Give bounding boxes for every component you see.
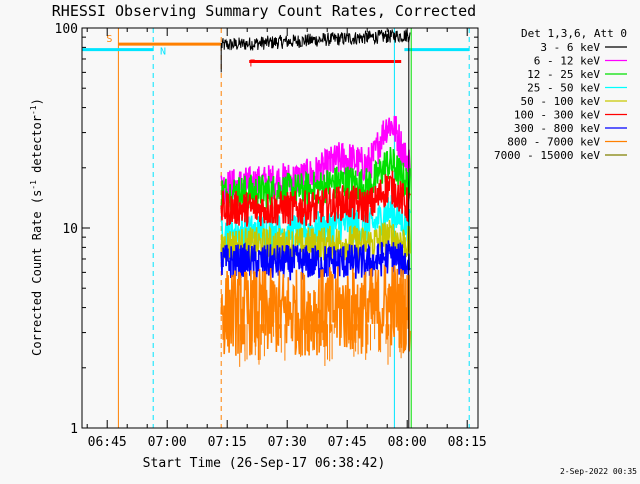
y-tick-label-0: 1 (70, 422, 78, 437)
legend-title: Det 1,3,6, Att 0 (521, 27, 627, 40)
x-tick-label-1: 07:00 (148, 435, 187, 450)
y-axis-label: Corrected Count Rate (s-1 detector-1) (29, 98, 44, 356)
legend-label-1: 6 - 12 keV (534, 55, 601, 68)
x-tick-label-0: 06:45 (88, 435, 127, 450)
marker-label-n: N (160, 47, 166, 58)
y-tick-label-2: 100 (55, 22, 78, 37)
y-axis-label-end: ) (30, 98, 44, 105)
legend-label-5: 100 - 300 keV (514, 109, 600, 122)
legend-label-8: 7000 - 15000 keV (494, 149, 600, 162)
x-tick-label-3: 07:30 (268, 435, 307, 450)
series-5 (220, 170, 411, 227)
marker-label-f: F (249, 58, 255, 69)
series-0 (220, 29, 411, 51)
series-7-dips (239, 324, 402, 367)
x-axis-label: Start Time (26-Sep-17 06:38:42) (143, 456, 386, 471)
y-axis-label-main: Corrected Count Rate (s (30, 190, 44, 356)
series-7 (220, 263, 411, 356)
marker-label-s: S (106, 34, 112, 45)
y-axis-label-sup1: -1 (29, 180, 38, 190)
footer-timestamp: 2-Sep-2022 00:35 (560, 467, 637, 476)
legend-label-4: 50 - 100 keV (521, 95, 601, 108)
y-tick-label-1: 10 (62, 222, 78, 237)
series-2 (220, 146, 411, 211)
x-tick-label-4: 07:45 (328, 435, 367, 450)
y-axis-label-sup2: -1 (29, 105, 38, 115)
x-tick-label-2: 07:15 (208, 435, 247, 450)
legend-label-0: 3 - 6 keV (540, 41, 600, 54)
legend-label-6: 300 - 800 keV (514, 122, 600, 135)
legend-label-2: 12 - 25 keV (527, 68, 600, 81)
legend-label-3: 25 - 50 keV (527, 82, 600, 95)
axes: 1 10 100 06:45 07:00 07:15 07:30 07:45 08:00 08:1… (55, 22, 487, 450)
series-6 (220, 240, 411, 281)
x-tick-label-6: 08:15 (448, 435, 487, 450)
legend-label-7: 800 - 7000 keV (507, 136, 600, 149)
y-axis-label-mid: detector (30, 115, 44, 180)
x-tick-label-5: 08:00 (388, 435, 427, 450)
plot-area: S N F (82, 28, 470, 428)
chart-title: RHESSI Observing Summary Count Rates, Co… (52, 2, 476, 20)
